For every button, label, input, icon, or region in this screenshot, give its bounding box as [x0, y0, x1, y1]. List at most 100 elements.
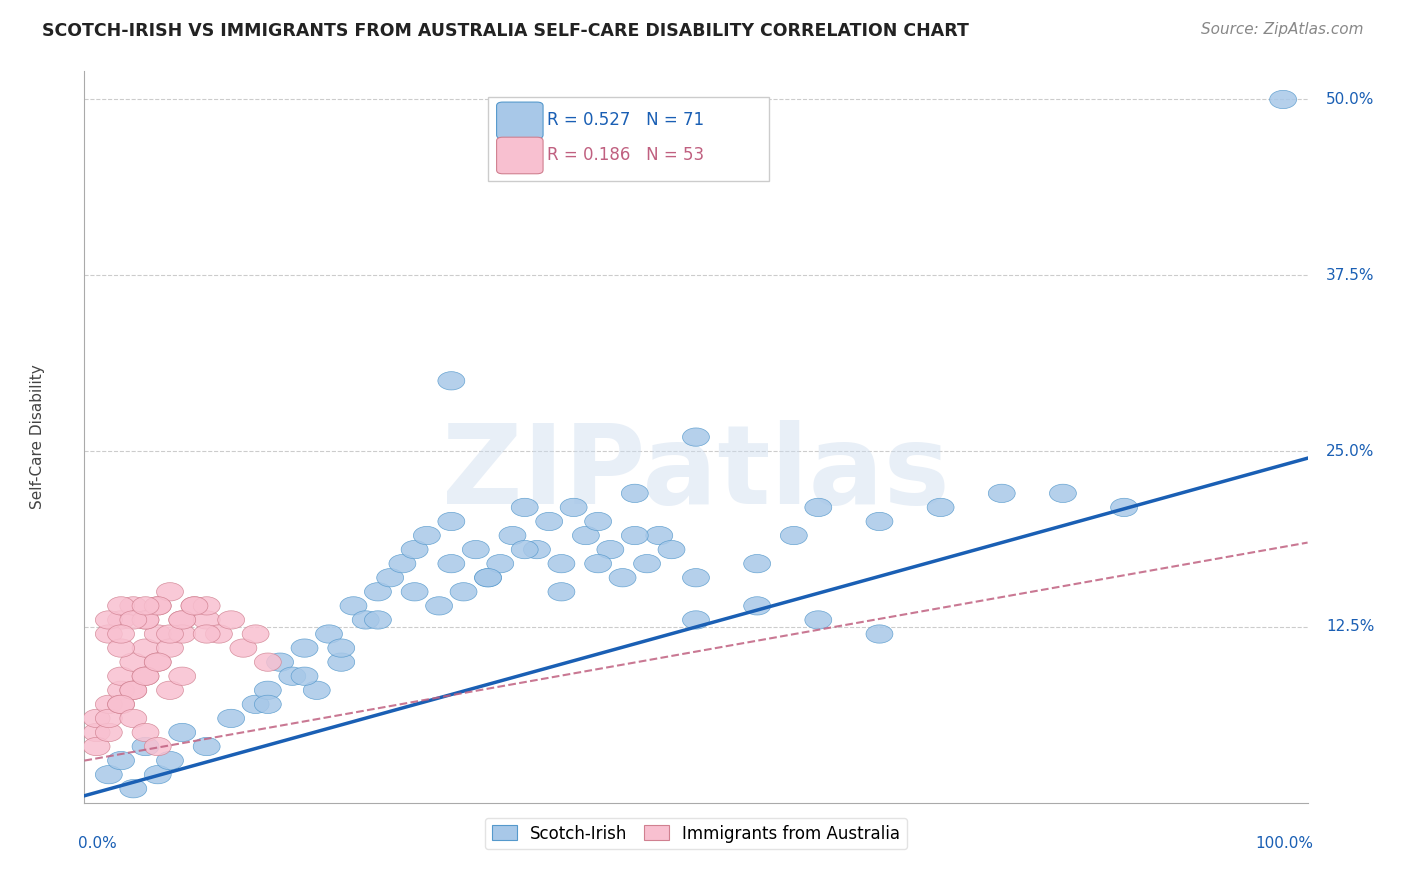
Ellipse shape — [658, 541, 685, 558]
Ellipse shape — [96, 709, 122, 728]
Ellipse shape — [108, 597, 135, 615]
Ellipse shape — [120, 681, 146, 699]
Ellipse shape — [609, 568, 636, 587]
Ellipse shape — [145, 625, 172, 643]
Ellipse shape — [598, 541, 624, 558]
Ellipse shape — [682, 611, 710, 629]
Ellipse shape — [145, 765, 172, 784]
Ellipse shape — [120, 653, 146, 672]
Ellipse shape — [169, 667, 195, 685]
Ellipse shape — [1111, 499, 1137, 516]
Ellipse shape — [512, 541, 538, 558]
Ellipse shape — [108, 751, 135, 770]
Text: R = 0.527   N = 71: R = 0.527 N = 71 — [547, 112, 704, 129]
Ellipse shape — [156, 639, 183, 657]
Text: ZIPatlas: ZIPatlas — [441, 420, 950, 527]
Ellipse shape — [254, 695, 281, 714]
Ellipse shape — [193, 625, 221, 643]
Ellipse shape — [96, 611, 122, 629]
Ellipse shape — [108, 695, 135, 714]
Ellipse shape — [682, 568, 710, 587]
Ellipse shape — [108, 695, 135, 714]
Text: R = 0.186   N = 53: R = 0.186 N = 53 — [547, 146, 704, 164]
Ellipse shape — [548, 555, 575, 573]
Ellipse shape — [169, 611, 195, 629]
Text: Source: ZipAtlas.com: Source: ZipAtlas.com — [1201, 22, 1364, 37]
Ellipse shape — [340, 597, 367, 615]
Ellipse shape — [645, 526, 672, 545]
Ellipse shape — [291, 639, 318, 657]
Ellipse shape — [499, 526, 526, 545]
Ellipse shape — [132, 723, 159, 741]
Ellipse shape — [108, 611, 135, 629]
Ellipse shape — [120, 681, 146, 699]
Ellipse shape — [389, 555, 416, 573]
Ellipse shape — [328, 639, 354, 657]
Ellipse shape — [437, 555, 465, 573]
Ellipse shape — [132, 639, 159, 657]
Ellipse shape — [267, 653, 294, 672]
Ellipse shape — [291, 667, 318, 685]
Ellipse shape — [132, 738, 159, 756]
Ellipse shape — [426, 597, 453, 615]
Ellipse shape — [108, 625, 135, 643]
Text: 0.0%: 0.0% — [79, 836, 117, 851]
Ellipse shape — [1049, 484, 1077, 502]
Text: 25.0%: 25.0% — [1326, 443, 1374, 458]
Ellipse shape — [132, 667, 159, 685]
Ellipse shape — [780, 526, 807, 545]
FancyBboxPatch shape — [496, 102, 543, 138]
Ellipse shape — [634, 555, 661, 573]
Ellipse shape — [304, 681, 330, 699]
Ellipse shape — [560, 499, 588, 516]
Ellipse shape — [169, 611, 195, 629]
Ellipse shape — [120, 597, 146, 615]
Ellipse shape — [585, 512, 612, 531]
Ellipse shape — [108, 667, 135, 685]
Text: 100.0%: 100.0% — [1256, 836, 1313, 851]
Ellipse shape — [96, 695, 122, 714]
Ellipse shape — [193, 597, 221, 615]
Ellipse shape — [193, 738, 221, 756]
Ellipse shape — [682, 428, 710, 446]
Ellipse shape — [401, 541, 427, 558]
Ellipse shape — [585, 555, 612, 573]
Ellipse shape — [486, 555, 513, 573]
Ellipse shape — [156, 625, 183, 643]
Ellipse shape — [242, 625, 269, 643]
Ellipse shape — [120, 709, 146, 728]
Ellipse shape — [1270, 90, 1296, 109]
Text: 50.0%: 50.0% — [1326, 92, 1374, 107]
Ellipse shape — [96, 723, 122, 741]
Ellipse shape — [193, 611, 221, 629]
Ellipse shape — [145, 597, 172, 615]
Ellipse shape — [621, 526, 648, 545]
Ellipse shape — [132, 611, 159, 629]
Ellipse shape — [927, 499, 955, 516]
Ellipse shape — [744, 597, 770, 615]
Ellipse shape — [132, 667, 159, 685]
Ellipse shape — [804, 499, 832, 516]
Ellipse shape — [83, 709, 110, 728]
Ellipse shape — [463, 541, 489, 558]
Ellipse shape — [145, 738, 172, 756]
Text: 37.5%: 37.5% — [1326, 268, 1375, 283]
Ellipse shape — [83, 723, 110, 741]
Bar — [488, 97, 769, 181]
Ellipse shape — [364, 582, 391, 601]
Ellipse shape — [132, 597, 159, 615]
Ellipse shape — [169, 625, 195, 643]
Ellipse shape — [548, 582, 575, 601]
Ellipse shape — [377, 568, 404, 587]
Ellipse shape — [218, 611, 245, 629]
Ellipse shape — [156, 751, 183, 770]
Ellipse shape — [96, 765, 122, 784]
Ellipse shape — [96, 625, 122, 643]
Ellipse shape — [866, 512, 893, 531]
Ellipse shape — [169, 723, 195, 741]
Ellipse shape — [437, 512, 465, 531]
Ellipse shape — [156, 681, 183, 699]
Ellipse shape — [621, 484, 648, 502]
Text: Self-Care Disability: Self-Care Disability — [31, 365, 45, 509]
Ellipse shape — [866, 625, 893, 643]
